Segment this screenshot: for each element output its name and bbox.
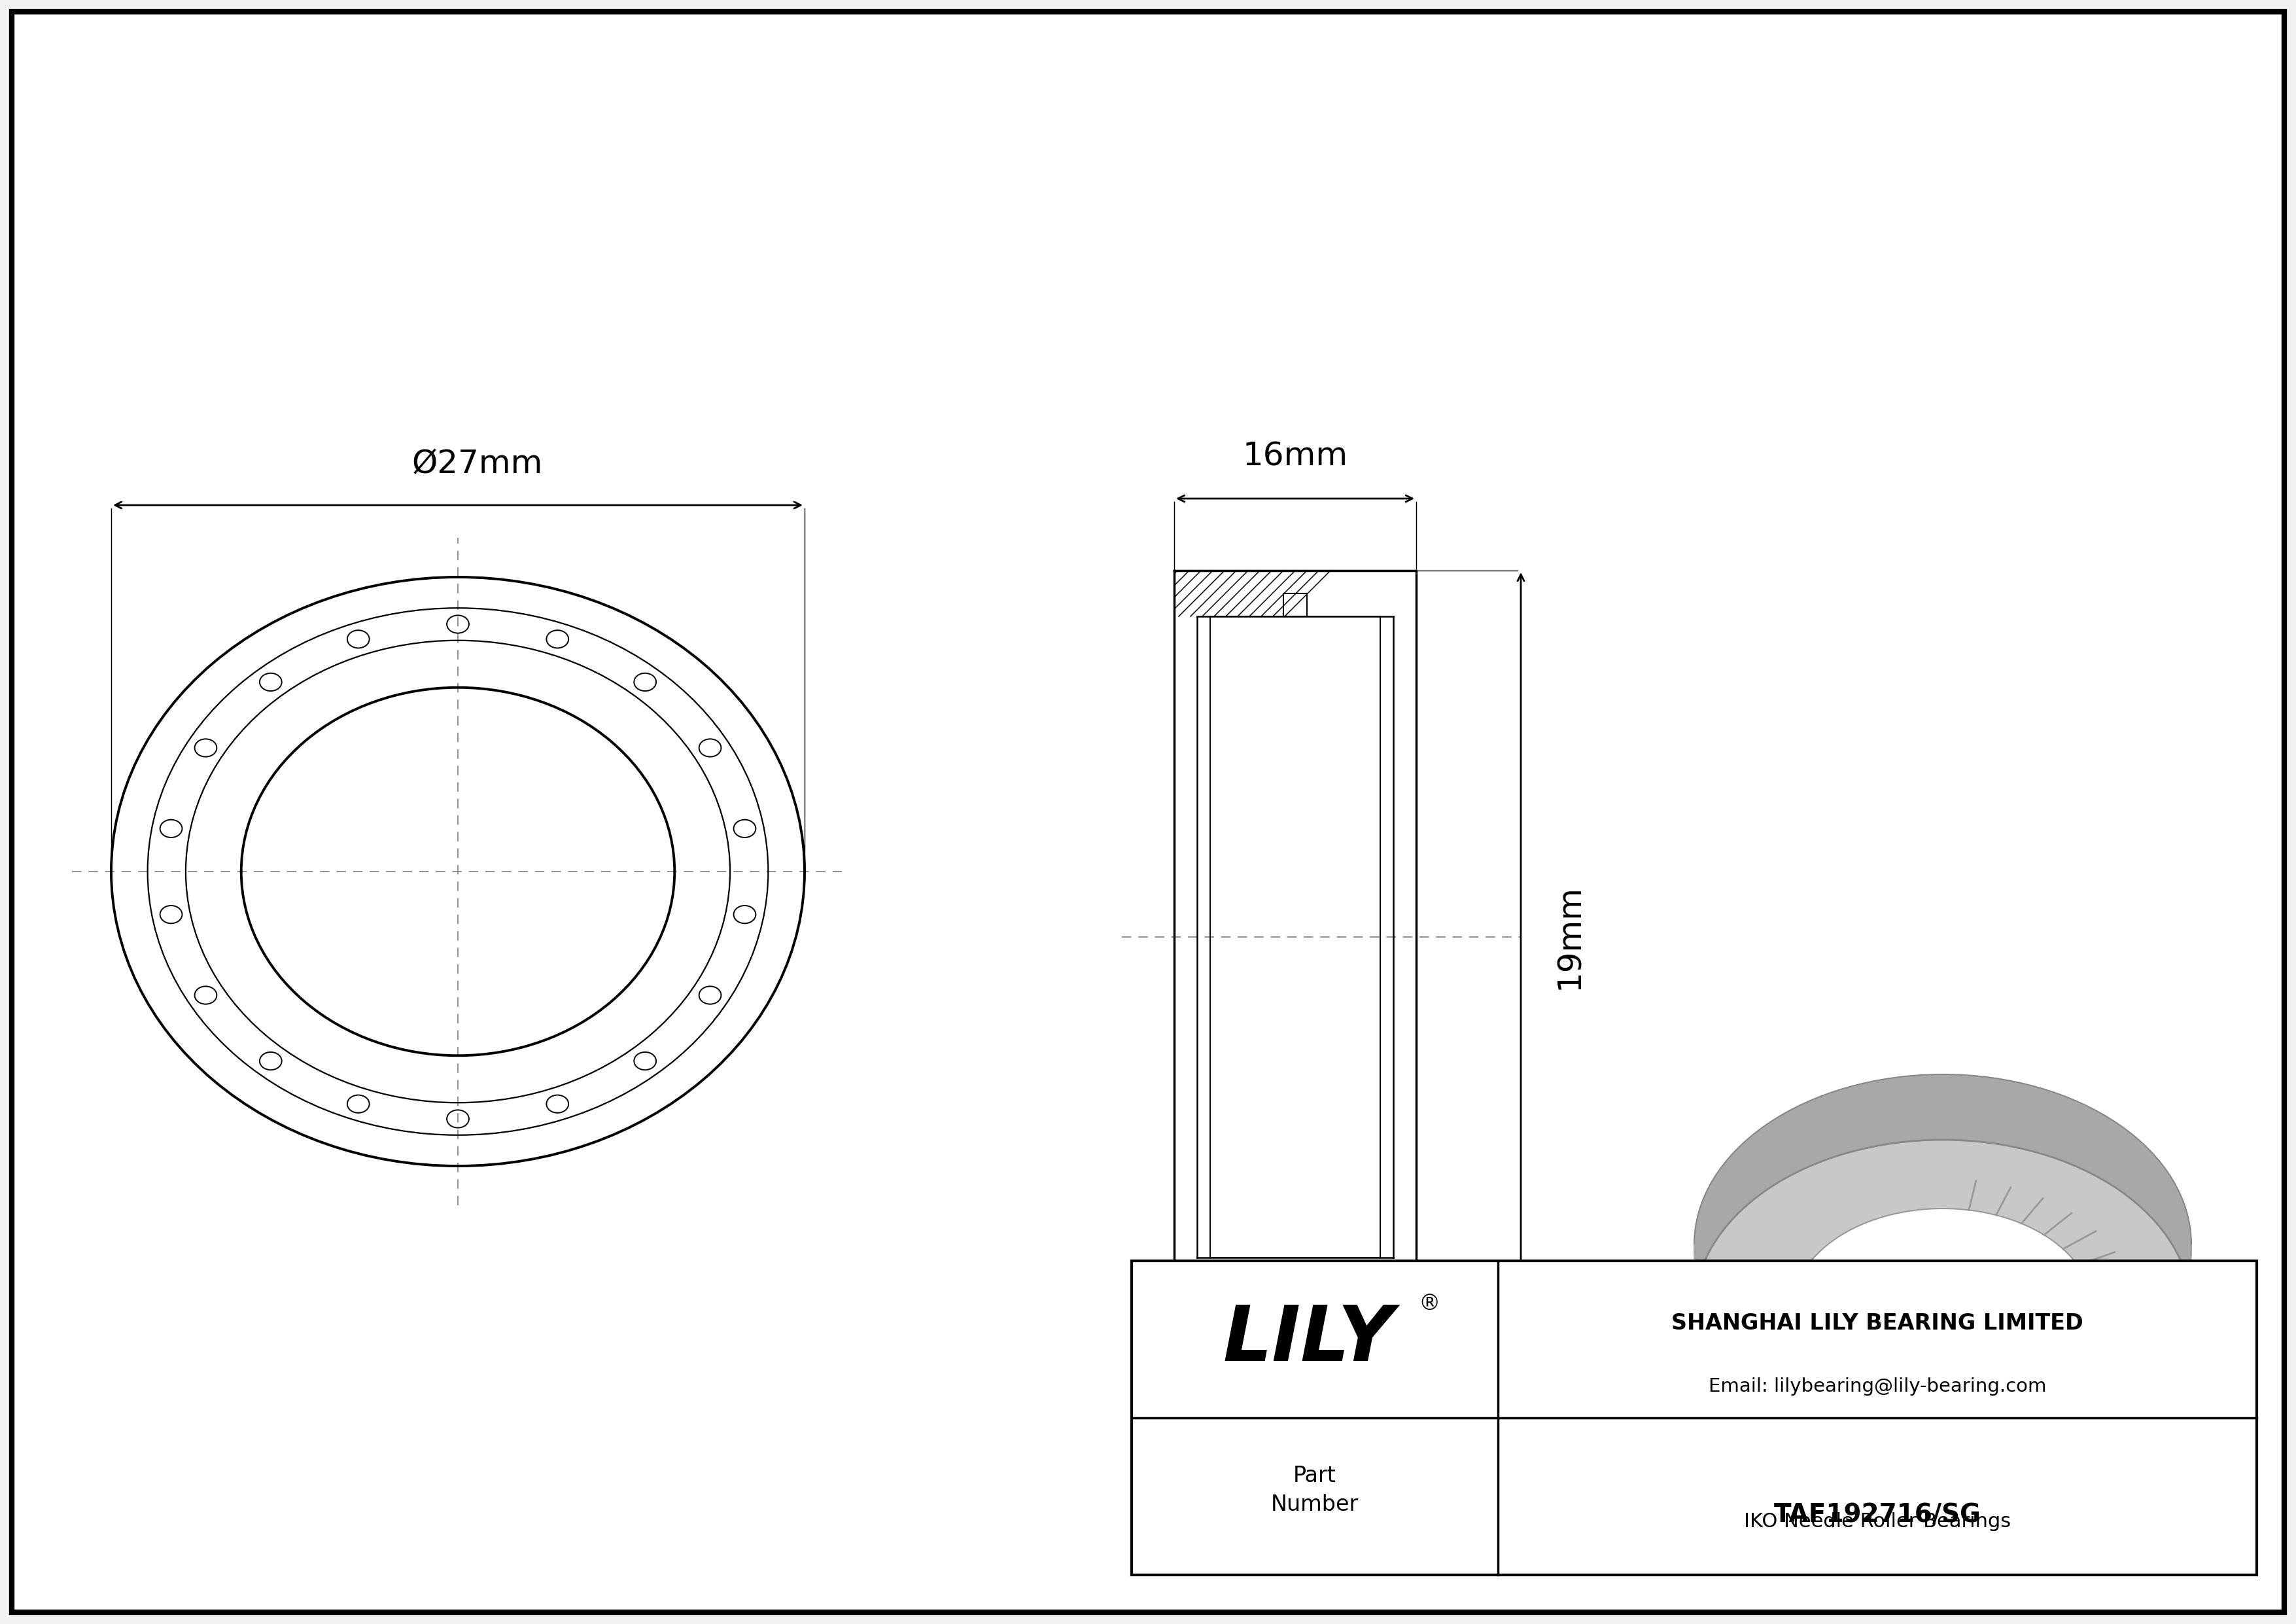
Text: IKO Needle Roller Bearings: IKO Needle Roller Bearings — [1745, 1512, 2011, 1531]
Text: 19mm: 19mm — [1554, 885, 1584, 989]
Text: TAF192716/SG: TAF192716/SG — [1775, 1502, 1981, 1527]
Text: SHANGHAI LILY BEARING LIMITED: SHANGHAI LILY BEARING LIMITED — [1671, 1312, 2082, 1335]
Ellipse shape — [1694, 1075, 2190, 1415]
Ellipse shape — [1793, 1208, 2094, 1411]
Text: LILY: LILY — [1224, 1302, 1394, 1377]
Ellipse shape — [1694, 1140, 2190, 1479]
Text: Part
Number: Part Number — [1272, 1465, 1359, 1515]
Polygon shape — [1793, 1163, 2032, 1311]
Text: Ø27mm: Ø27mm — [411, 448, 544, 479]
Text: Email: lilybearing@lily-bearing.com: Email: lilybearing@lily-bearing.com — [1708, 1377, 2046, 1395]
Ellipse shape — [1793, 1143, 2094, 1346]
Bar — [1132, 1260, 2257, 1575]
Polygon shape — [1694, 1244, 2190, 1479]
Ellipse shape — [1694, 1140, 2190, 1479]
Text: ®: ® — [1419, 1293, 1440, 1314]
Text: 16mm: 16mm — [1242, 442, 1348, 473]
